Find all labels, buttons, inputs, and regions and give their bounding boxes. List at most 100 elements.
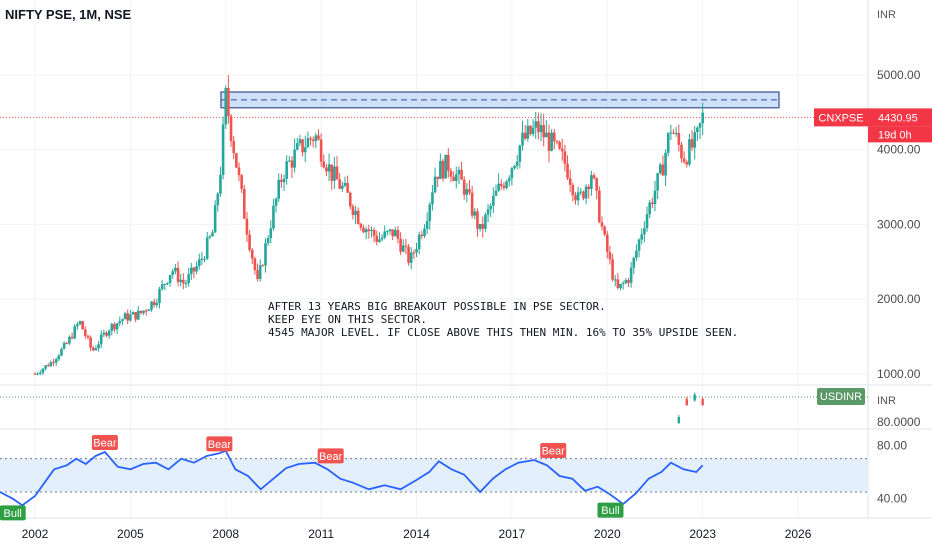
candle-body	[359, 223, 363, 228]
candle-body	[600, 222, 604, 227]
candle-body	[105, 332, 108, 336]
candle-body	[134, 312, 137, 320]
candle-body	[335, 166, 339, 180]
candle-body	[396, 229, 400, 239]
candle-body	[36, 373, 39, 375]
usdinr-series	[0, 392, 868, 424]
candle-body	[515, 161, 519, 166]
candle-body	[653, 190, 657, 204]
candle-body	[685, 162, 689, 165]
candle-body	[139, 310, 143, 314]
candle-body	[343, 182, 347, 186]
candle-body	[603, 226, 606, 235]
x-tick-label: 2017	[499, 527, 526, 541]
candle-body	[592, 175, 596, 179]
candle-body	[616, 279, 620, 289]
usdinr-currency-label: INR	[877, 395, 896, 407]
candle-body	[632, 257, 636, 268]
candle-body	[507, 178, 511, 182]
candle-body	[221, 124, 225, 175]
candle-body	[696, 127, 699, 133]
candle-body	[582, 191, 585, 199]
candle-body	[330, 164, 334, 181]
label-box	[317, 448, 344, 464]
candle-body	[547, 132, 551, 151]
candle-body	[216, 193, 220, 206]
candle-body	[197, 259, 201, 267]
candle-body	[250, 249, 254, 259]
candle-body	[447, 154, 450, 171]
candle-body	[258, 265, 262, 280]
candle-body	[91, 347, 95, 351]
candle-body	[65, 343, 69, 345]
candle-body	[264, 243, 267, 266]
annotation-line: KEEP EYE ON THIS SECTOR.	[268, 313, 427, 326]
currency-label: INR	[877, 9, 896, 21]
y-tick-label: 2000.00	[877, 292, 921, 306]
candle-body	[356, 210, 360, 224]
candle-body	[280, 179, 283, 183]
x-tick-label: 2023	[689, 527, 716, 541]
candle-body	[256, 270, 259, 280]
candle-body	[558, 141, 561, 149]
rsi-line	[0, 449, 704, 507]
y-tick-label: 4000.00	[877, 143, 921, 157]
candle-body	[619, 283, 622, 289]
candle-body	[664, 152, 667, 176]
candle-body	[658, 164, 662, 174]
usdinr-tag-text: USDINR	[820, 391, 862, 403]
candle-body	[277, 179, 281, 199]
candle-body	[227, 87, 230, 117]
candle-body	[166, 282, 169, 284]
candle-body	[404, 245, 408, 247]
candle-body	[651, 202, 654, 204]
candle-body	[682, 158, 686, 163]
candle-body	[301, 139, 304, 153]
candle-body	[502, 185, 506, 188]
candle-body	[613, 279, 617, 281]
candle-body	[566, 163, 569, 179]
candle-body	[137, 310, 140, 320]
candle-body	[33, 373, 37, 375]
candle-body	[372, 229, 376, 236]
candle-body	[60, 348, 63, 356]
candle-body	[86, 335, 90, 338]
bull-label: Bull	[597, 502, 624, 518]
candle-body	[168, 274, 172, 283]
candle-body	[213, 205, 217, 233]
candle-body	[94, 348, 98, 351]
rsi-pane: Bear Bear Bear Bear Bull Bull	[0, 435, 868, 521]
candle-body	[412, 252, 416, 254]
candle-body	[611, 259, 614, 280]
candle-body	[635, 250, 638, 258]
candle-body	[203, 258, 206, 260]
x-tick-label: 2005	[117, 527, 144, 541]
candle-body	[497, 183, 500, 191]
bear-label: Bear	[91, 435, 118, 450]
bear-label: Bear	[317, 448, 344, 464]
candle-body	[129, 314, 132, 321]
candle-body	[70, 336, 74, 339]
candle-body	[285, 161, 288, 179]
candle-body	[237, 167, 241, 176]
candle-body	[624, 280, 628, 284]
candle-body	[144, 310, 148, 312]
candle-body	[576, 192, 580, 201]
candle-body	[433, 176, 437, 193]
candle-body	[521, 132, 524, 146]
usdinr-candle-body	[677, 417, 681, 423]
candle-body	[518, 145, 522, 162]
candle-body	[200, 258, 204, 260]
bull-label: Bull	[0, 505, 26, 521]
candle-body	[560, 148, 564, 152]
bear-label: Bear	[206, 436, 233, 452]
candle-body	[378, 239, 381, 242]
candle-body	[550, 132, 553, 151]
candle-body	[571, 184, 575, 196]
candle-body	[579, 191, 583, 193]
candle-body	[486, 209, 490, 215]
candle-body	[290, 160, 294, 168]
candle-body	[115, 323, 119, 330]
candle-body	[563, 151, 567, 164]
candle-body	[78, 321, 82, 325]
